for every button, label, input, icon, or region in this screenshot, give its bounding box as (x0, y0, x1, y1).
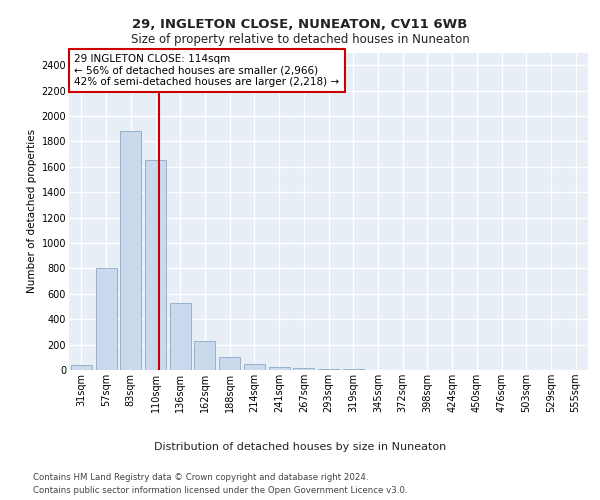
Bar (269, 367, 290, 370)
Bar (120, 131, 141, 370)
Bar (219, 356, 240, 370)
Bar (318, 368, 339, 370)
Text: 29 INGLETON CLOSE: 114sqm
← 56% of detached houses are smaller (2,966)
42% of se: 29 INGLETON CLOSE: 114sqm ← 56% of detac… (74, 54, 340, 88)
Bar (95, 268, 116, 370)
Text: Contains public sector information licensed under the Open Government Licence v3: Contains public sector information licen… (33, 486, 407, 495)
Bar (194, 341, 215, 370)
Text: 29, INGLETON CLOSE, NUNEATON, CV11 6WB: 29, INGLETON CLOSE, NUNEATON, CV11 6WB (133, 18, 467, 30)
Bar (71, 365, 92, 370)
Text: Distribution of detached houses by size in Nuneaton: Distribution of detached houses by size … (154, 442, 446, 452)
Bar (170, 302, 191, 370)
Text: Contains HM Land Registry data © Crown copyright and database right 2024.: Contains HM Land Registry data © Crown c… (33, 472, 368, 482)
Bar (244, 364, 265, 370)
Y-axis label: Number of detached properties: Number of detached properties (28, 129, 37, 294)
Bar (145, 160, 166, 370)
Bar (293, 368, 314, 370)
Text: Size of property relative to detached houses in Nuneaton: Size of property relative to detached ho… (131, 32, 469, 46)
